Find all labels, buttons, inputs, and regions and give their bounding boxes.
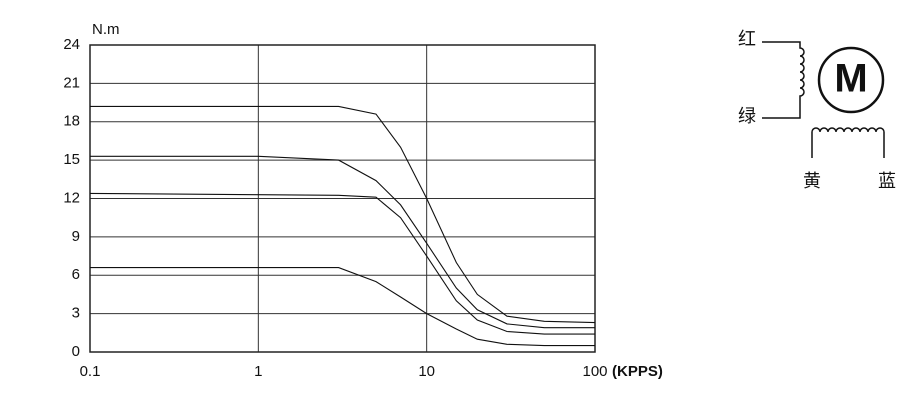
lead-label: 红 (738, 29, 756, 49)
y-tick-label: 24 (63, 36, 80, 53)
curve (90, 105, 596, 324)
plot-frame (89, 44, 596, 353)
y-tick-label: 21 (63, 74, 80, 91)
x-tick-label: 1 (254, 363, 262, 380)
x-tick-label: 0.1 (80, 363, 101, 380)
x-tick-label: 10 (418, 363, 435, 380)
wiring-diagram: M 红 绿 黄 蓝 (738, 29, 896, 191)
curve (89, 192, 595, 335)
y-axis-label: N.m (92, 21, 120, 38)
y-tick-label: 3 (72, 305, 80, 322)
x-axis-unit: (KPPS) (612, 363, 663, 380)
lead-label: 蓝 (878, 171, 896, 191)
curve (90, 267, 595, 347)
motor-label: M (834, 57, 867, 101)
lead-label: 黄 (803, 171, 821, 191)
y-tick-label: 15 (63, 151, 80, 168)
y-tick-label: 0 (72, 343, 80, 360)
y-tick-label: 9 (72, 228, 80, 245)
y-tick-label: 18 (63, 113, 80, 130)
curve (90, 155, 595, 329)
coil-a (762, 41, 805, 119)
x-tick-label: 100 (582, 363, 607, 380)
y-tick-label: 12 (63, 189, 80, 206)
y-tick-label: 6 (72, 266, 80, 283)
lead-label: 绿 (738, 106, 756, 126)
motor-symbol (817, 46, 885, 114)
coil-b (811, 127, 885, 158)
